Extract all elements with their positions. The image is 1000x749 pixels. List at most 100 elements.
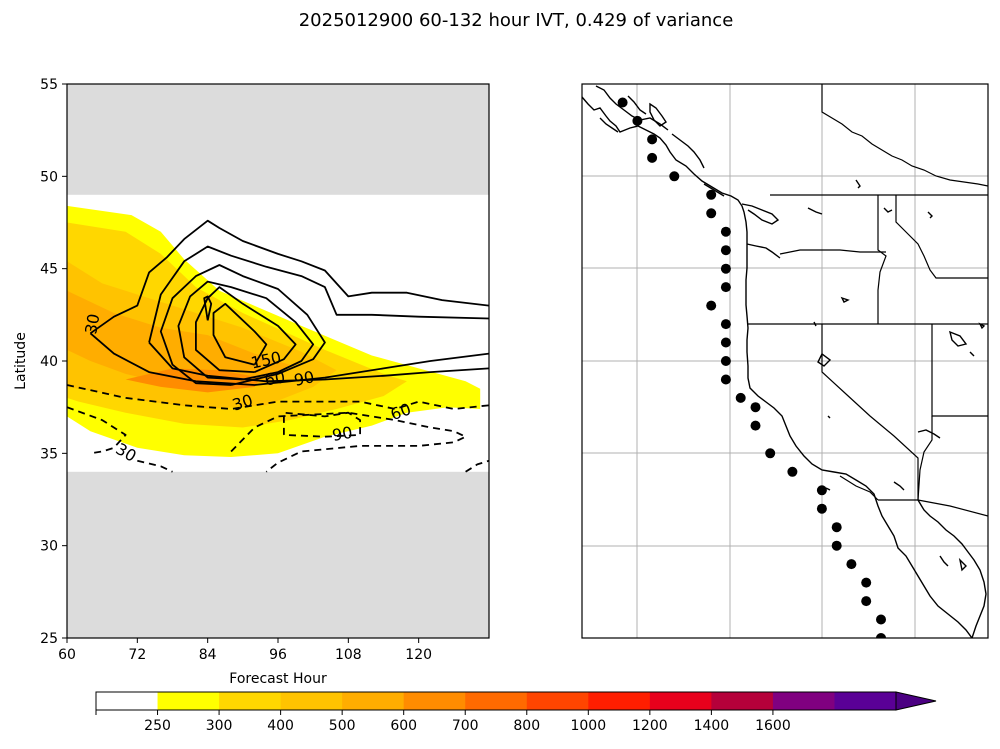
contour-label: 60 [263,367,286,389]
lake-path [883,207,893,213]
marker-point [706,189,717,200]
marker-point [765,448,776,459]
map-frame [581,83,989,639]
contour-150 [194,286,297,373]
lake-path [927,211,933,219]
x-axis-ticks: 60 72 84 96 108 120 [58,638,432,663]
contour-label: 90 [331,423,354,445]
marker-point [831,540,842,551]
contour-neg60 [230,411,467,473]
y-tick-label: 50 [40,169,58,185]
masked-regions [67,84,489,638]
contour-neg30 [137,459,173,473]
colorbar-cell [219,692,282,710]
x-tick-label: 60 [58,647,76,663]
colorbar-cell [649,692,712,710]
map-content [582,84,988,638]
contour-neg30 [67,406,127,455]
island-path [978,322,986,330]
island-path [649,102,667,127]
inlet-path [741,203,780,225]
marker-point [720,245,731,256]
marker-points [617,97,886,638]
marker-point [750,402,761,413]
marker-point [647,152,658,163]
marker-point [750,420,761,431]
canada-province-border [821,84,988,187]
colorbar-ticks: 250 300 400 500 600 700 800 1000 1200 1400 1600 [95,710,791,734]
marker-point [720,356,731,366]
colorbar-cell [711,692,774,710]
contour-120 [177,280,315,381]
colorbar-tick-label: 800 [513,718,540,734]
colorbar-tick-label: 700 [452,718,479,734]
contour-label: 30 [81,312,103,335]
colorbar-extend-arrow [895,691,937,711]
marker-point [735,392,746,403]
marker-point [861,577,872,588]
marker-point [706,300,717,311]
colorbar-frame [95,691,897,711]
figure-title: 2025012900 60-132 hour IVT, 0.429 of var… [299,10,734,31]
island-path [827,415,831,419]
us-mexico-border [839,475,879,501]
colorbar-cell [588,692,651,710]
state-border [895,195,988,279]
colorbar-tick-label: 1600 [755,718,791,734]
marker-point [720,337,731,348]
colorbar-tick-label: 1000 [570,718,606,734]
coastline-path [671,133,705,169]
y-tick-label: 55 [40,77,58,93]
colorbar-cell [280,692,343,710]
contour-neg90 [282,411,362,438]
y-tick-label: 40 [40,354,58,370]
x-tick-label: 108 [335,647,362,663]
coastline-path [627,95,647,115]
y-tick-label: 35 [40,446,58,462]
colorbar-tick-label: 1400 [694,718,730,734]
y-axis-label: Latitude [13,332,29,390]
contour-neg30 [465,459,489,473]
masked-region [67,84,489,195]
masked-region [67,471,489,638]
marker-point [647,134,658,145]
us-mexico-border [878,499,988,517]
filled-contours [67,205,481,457]
lake-path [917,429,941,439]
lake-path [840,296,850,303]
x-tick-label: 72 [128,647,146,663]
marker-point [816,503,827,514]
x-tick-label: 84 [199,647,217,663]
y-tick-label: 45 [40,262,58,278]
colorbar-tick-label: 300 [206,718,233,734]
fill-level-500 [67,290,290,391]
map-panel [581,83,989,639]
colorbar-cell [157,692,220,710]
contour-neg30 [67,384,489,410]
coastline-path [703,183,725,197]
marker-point [632,115,643,126]
colorbar-cell [772,692,836,710]
x-tick-label: 120 [405,647,432,663]
contour-180 [212,302,268,366]
colorbar-cell [465,692,528,710]
marker-point [831,522,842,533]
marker-point [787,466,798,477]
marker-point [876,614,886,625]
coastline-path [599,117,619,133]
lake-path [855,179,861,189]
contour-lines [67,219,489,473]
colorbar-cell [403,692,466,710]
marker-point [861,596,872,607]
coastline-path [746,243,781,259]
coastline-path [917,499,987,638]
marker-point [617,97,628,108]
island-path [958,557,967,572]
borders [747,84,988,517]
colorbar-cell [342,692,405,710]
coastline [582,85,987,638]
marker-point [816,485,827,496]
y-tick-label: 30 [40,539,58,555]
